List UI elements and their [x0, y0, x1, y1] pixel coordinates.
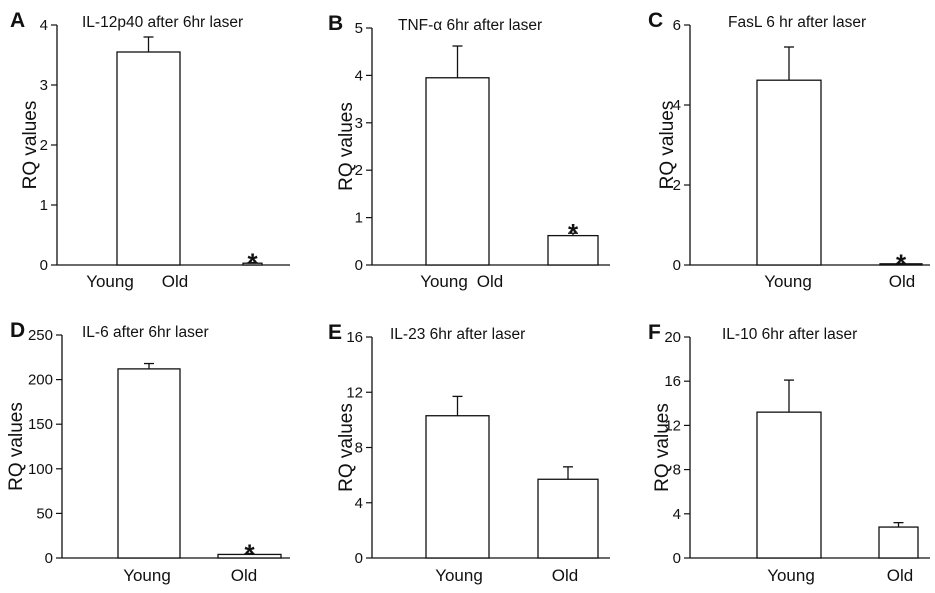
y-axis-label-a: RQ values	[20, 101, 41, 190]
bar-e-young	[425, 415, 490, 559]
category-label-e: Young	[435, 566, 483, 585]
panel-letter-d: D	[10, 319, 25, 342]
y-tick-label-f: 12	[664, 417, 681, 434]
category-label-c: Young	[764, 272, 812, 291]
bar-a-young	[116, 51, 181, 266]
y-tick-label-d: 50	[36, 505, 53, 522]
y-tick-label-c: 6	[673, 17, 681, 34]
y-tick-label-b: 0	[355, 257, 363, 274]
category-label-b: Young	[420, 272, 468, 291]
y-tick-label-b: 3	[355, 115, 363, 132]
y-tick-label-f: 4	[673, 506, 681, 523]
significance-star-c: *	[896, 248, 907, 278]
panel-letter-f: F	[648, 321, 661, 344]
category-label-d: Old	[231, 566, 257, 585]
category-label-a: Young	[86, 272, 134, 291]
panel-title-a: IL-12p40 after 6hr laser	[82, 14, 243, 31]
y-tick-label-d: 200	[28, 372, 53, 389]
y-tick-label-c: 0	[673, 257, 681, 274]
panel-letter-a: A	[10, 9, 25, 32]
category-label-e: Old	[552, 566, 578, 585]
y-tick-label-a: 3	[40, 77, 48, 94]
y-tick-label-d: 250	[28, 327, 53, 344]
y-tick-label-c: 4	[673, 97, 681, 114]
y-tick-label-a: 4	[40, 17, 48, 34]
panel-letter-e: E	[328, 321, 342, 344]
significance-star-d: *	[244, 539, 255, 569]
y-tick-label-c: 2	[673, 177, 681, 194]
category-label-b: Old	[477, 272, 503, 291]
y-tick-label-a: 2	[40, 137, 48, 154]
y-tick-label-b: 5	[355, 20, 363, 37]
y-tick-label-f: 8	[673, 462, 681, 479]
y-tick-label-d: 150	[28, 416, 53, 433]
panel-title-d: IL-6 after 6hr laser	[82, 324, 209, 341]
bar-f-old	[878, 526, 919, 559]
significance-star-a: *	[247, 248, 258, 278]
panel-title-e: IL-23 6hr after laser	[390, 326, 525, 343]
y-axis-label-f: RQ values	[652, 403, 673, 492]
y-tick-label-e: 16	[346, 329, 363, 346]
y-tick-label-e: 12	[346, 384, 363, 401]
y-tick-label-e: 0	[355, 550, 363, 567]
significance-star-b: *	[568, 218, 579, 248]
panel-title-f: IL-10 6hr after laser	[722, 326, 857, 343]
y-tick-label-b: 4	[355, 67, 363, 84]
y-tick-label-e: 8	[355, 440, 363, 457]
category-label-f: Young	[767, 566, 815, 585]
y-axis-label-d: RQ values	[6, 402, 27, 491]
category-label-f: Old	[887, 566, 913, 585]
y-axis-label-b: RQ values	[336, 102, 357, 191]
panel-title-c: FasL 6 hr after laser	[728, 14, 866, 31]
y-axis-label-e: RQ values	[336, 403, 357, 492]
bar-c-young	[756, 79, 822, 266]
category-label-c: Old	[889, 272, 915, 291]
y-tick-label-b: 1	[355, 210, 363, 227]
panel-letter-c: C	[648, 9, 663, 32]
bar-d-young	[117, 368, 181, 559]
y-tick-label-d: 100	[28, 461, 53, 478]
y-tick-label-a: 0	[40, 257, 48, 274]
bar-b-young	[425, 77, 490, 266]
category-label-d: Young	[123, 566, 171, 585]
panel-letter-b: B	[328, 12, 343, 35]
category-label-a: Old	[162, 272, 188, 291]
y-tick-label-a: 1	[40, 197, 48, 214]
y-axis-label-c: RQ values	[657, 101, 678, 190]
bar-b-old	[547, 234, 599, 266]
bar-f-young	[756, 411, 822, 559]
panel-title-b: TNF-α 6hr after laser	[398, 17, 542, 34]
y-tick-label-b: 2	[355, 162, 363, 179]
y-tick-label-d: 0	[45, 550, 53, 567]
y-tick-label-f: 20	[664, 329, 681, 346]
bar-e-old	[537, 478, 599, 559]
y-tick-label-e: 4	[355, 495, 363, 512]
y-tick-label-f: 16	[664, 373, 681, 390]
y-tick-label-f: 0	[673, 550, 681, 567]
